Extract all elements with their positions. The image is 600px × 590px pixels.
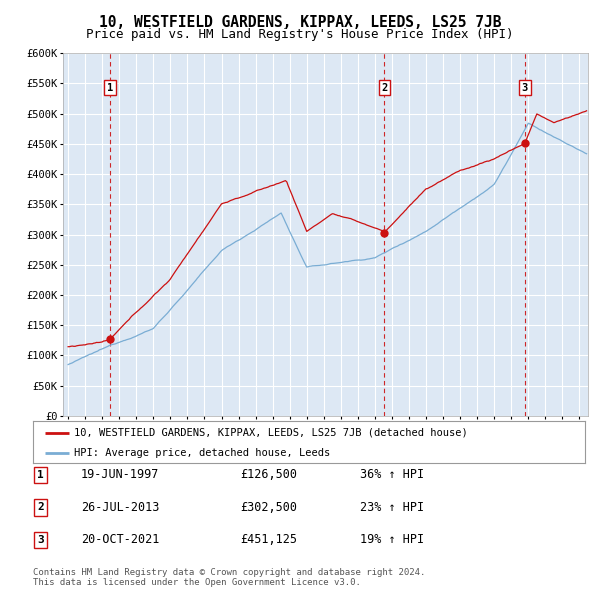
Text: £126,500: £126,500 <box>240 468 297 481</box>
Text: 3: 3 <box>522 83 528 93</box>
Text: 3: 3 <box>37 535 44 545</box>
Text: Price paid vs. HM Land Registry's House Price Index (HPI): Price paid vs. HM Land Registry's House … <box>86 28 514 41</box>
Text: 2: 2 <box>382 83 388 93</box>
Text: 19-JUN-1997: 19-JUN-1997 <box>81 468 160 481</box>
Text: 10, WESTFIELD GARDENS, KIPPAX, LEEDS, LS25 7JB: 10, WESTFIELD GARDENS, KIPPAX, LEEDS, LS… <box>99 15 501 30</box>
Text: 23% ↑ HPI: 23% ↑ HPI <box>360 501 424 514</box>
Text: Contains HM Land Registry data © Crown copyright and database right 2024.
This d: Contains HM Land Registry data © Crown c… <box>33 568 425 587</box>
Text: HPI: Average price, detached house, Leeds: HPI: Average price, detached house, Leed… <box>74 448 331 457</box>
Text: 10, WESTFIELD GARDENS, KIPPAX, LEEDS, LS25 7JB (detached house): 10, WESTFIELD GARDENS, KIPPAX, LEEDS, LS… <box>74 428 468 438</box>
Text: 26-JUL-2013: 26-JUL-2013 <box>81 501 160 514</box>
Text: £451,125: £451,125 <box>240 533 297 546</box>
Text: 2: 2 <box>37 503 44 512</box>
Text: £302,500: £302,500 <box>240 501 297 514</box>
Text: 36% ↑ HPI: 36% ↑ HPI <box>360 468 424 481</box>
Text: 1: 1 <box>37 470 44 480</box>
Text: 19% ↑ HPI: 19% ↑ HPI <box>360 533 424 546</box>
Text: 20-OCT-2021: 20-OCT-2021 <box>81 533 160 546</box>
Text: 1: 1 <box>107 83 113 93</box>
